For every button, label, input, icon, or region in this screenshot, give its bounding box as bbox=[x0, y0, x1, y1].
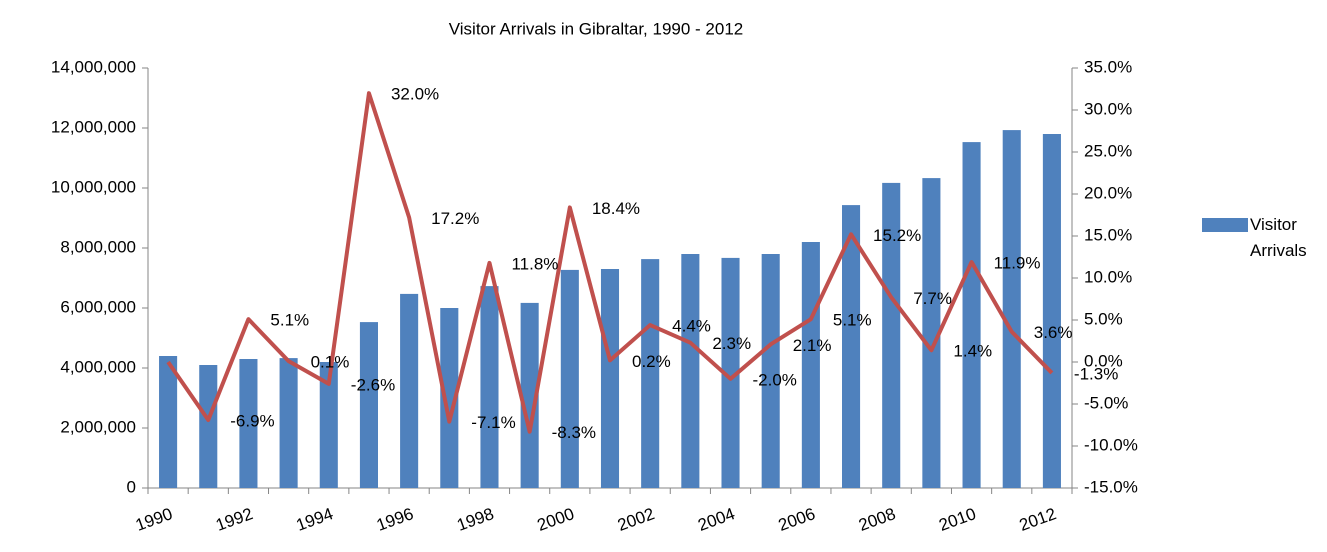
bar bbox=[1042, 134, 1061, 488]
y2-tick-label: -5.0% bbox=[1084, 393, 1128, 412]
y-tick-label: 12,000,000 bbox=[51, 117, 136, 136]
data-label: 0.2% bbox=[632, 352, 671, 371]
data-label: 11.8% bbox=[511, 254, 558, 273]
y-tick-label: 0 bbox=[127, 477, 136, 496]
y2-tick-label: 20.0% bbox=[1084, 183, 1132, 202]
bar bbox=[600, 269, 620, 488]
data-label: 1.4% bbox=[953, 342, 992, 361]
y2-tick-label: 0.0% bbox=[1084, 351, 1123, 370]
data-label: 4.4% bbox=[672, 317, 711, 336]
data-label: 5.1% bbox=[833, 311, 872, 330]
bar bbox=[159, 356, 178, 488]
line bbox=[166, 91, 1054, 434]
x-tick-label: 2010 bbox=[936, 504, 978, 535]
bar bbox=[440, 308, 459, 488]
chart-title: Visitor Arrivals in Gibraltar, 1990 - 20… bbox=[449, 19, 744, 38]
x-tick-label: 2004 bbox=[695, 504, 737, 535]
bar bbox=[641, 259, 660, 488]
bar bbox=[480, 286, 499, 488]
bar bbox=[882, 182, 901, 488]
y2-tick-label: 5.0% bbox=[1084, 309, 1123, 328]
bar bbox=[560, 269, 579, 488]
bar bbox=[761, 254, 780, 488]
x-tick-label: 1992 bbox=[213, 504, 255, 535]
data-label: 18.4% bbox=[592, 199, 640, 218]
data-label: 15.2% bbox=[873, 226, 921, 245]
data-label: 32.0% bbox=[391, 85, 439, 104]
bar bbox=[962, 142, 981, 488]
legend-swatch bbox=[1202, 218, 1248, 232]
data-label: -1.3% bbox=[1074, 364, 1118, 383]
data-label: -6.9% bbox=[230, 411, 274, 430]
y-tick-label: 2,000,000 bbox=[60, 417, 136, 436]
data-label: 7.7% bbox=[913, 289, 952, 308]
data-label: 17.2% bbox=[431, 209, 479, 228]
bar bbox=[400, 293, 419, 488]
data-label: -2.6% bbox=[351, 375, 395, 394]
bar bbox=[359, 322, 378, 488]
bar bbox=[801, 242, 820, 488]
y-tick-label: 6,000,000 bbox=[60, 297, 136, 316]
y-tick-label: 14,000,000 bbox=[51, 57, 136, 76]
y2-tick-label: -15.0% bbox=[1084, 477, 1138, 496]
bar bbox=[721, 257, 740, 488]
y2-tick-label: 10.0% bbox=[1084, 267, 1132, 286]
x-tick-label: 2000 bbox=[535, 504, 577, 535]
x-tick-label: 1996 bbox=[374, 504, 416, 535]
y2-tick-label: 25.0% bbox=[1084, 141, 1132, 160]
data-label: 2.1% bbox=[793, 336, 832, 355]
y-tick-label: 4,000,000 bbox=[60, 357, 136, 376]
y2-tick-label: 15.0% bbox=[1084, 225, 1132, 244]
y2-tick-label: 30.0% bbox=[1084, 99, 1132, 118]
data-label: 3.6% bbox=[1034, 323, 1073, 342]
legend-label: Visitor Arrivals bbox=[1250, 215, 1307, 260]
y-tick-label: 8,000,000 bbox=[60, 237, 136, 256]
bar bbox=[681, 254, 700, 488]
x-tick-label: 2002 bbox=[615, 504, 657, 535]
bar bbox=[1002, 130, 1021, 488]
y2-tick-label: -10.0% bbox=[1084, 435, 1138, 454]
data-label: -7.1% bbox=[471, 413, 515, 432]
data-label: -8.3% bbox=[552, 423, 596, 442]
data-label: 5.1% bbox=[270, 311, 309, 330]
x-tick-label: 2006 bbox=[776, 504, 818, 535]
bar bbox=[922, 178, 941, 488]
x-tick-label: 1994 bbox=[294, 504, 336, 535]
bar bbox=[199, 365, 218, 488]
data-label: 11.9% bbox=[994, 254, 1041, 273]
bar bbox=[319, 362, 338, 488]
bar bbox=[279, 358, 298, 488]
y-tick-label: 10,000,000 bbox=[51, 177, 136, 196]
data-label: -2.0% bbox=[753, 370, 797, 389]
x-tick-label: 1990 bbox=[133, 504, 175, 535]
bar bbox=[842, 205, 861, 488]
bar bbox=[239, 359, 258, 488]
data-label: 2.3% bbox=[712, 334, 751, 353]
x-tick-label: 2008 bbox=[856, 504, 898, 535]
x-tick-label: 1998 bbox=[454, 504, 496, 535]
bar bbox=[520, 302, 539, 488]
y2-tick-label: 35.0% bbox=[1084, 57, 1132, 76]
x-tick-label: 2012 bbox=[1017, 504, 1059, 535]
data-label: 0.1% bbox=[311, 353, 350, 372]
